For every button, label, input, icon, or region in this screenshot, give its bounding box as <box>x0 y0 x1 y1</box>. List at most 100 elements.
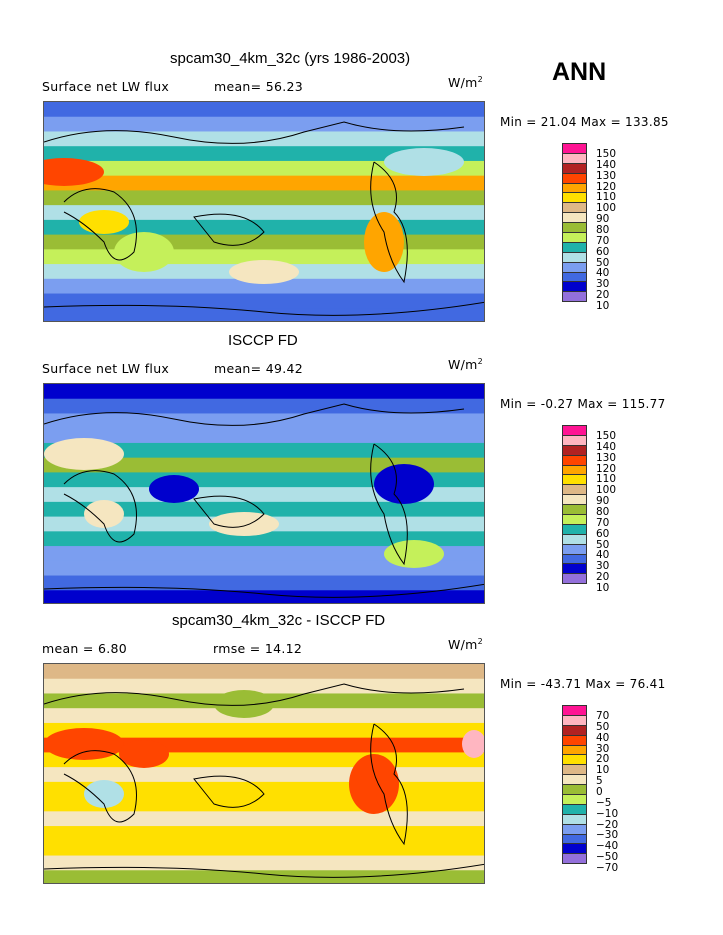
legend-tick-label: 30 <box>596 560 610 573</box>
panel-stat-label: mean= 56.23 <box>214 79 303 94</box>
legend-tick-label: 20 <box>596 571 610 584</box>
coastline <box>44 121 465 144</box>
contour-region <box>462 730 484 758</box>
units-exponent: 2 <box>477 357 484 366</box>
color-legend <box>562 705 587 865</box>
contour-band <box>44 146 484 162</box>
panel-title: spcam30_4km_32c - ISCCP FD <box>172 612 386 629</box>
units-text: W/m <box>448 75 478 91</box>
legend-tick-label: 90 <box>596 495 610 508</box>
legend-tick-label: 10 <box>596 299 610 312</box>
contour-region <box>44 438 124 470</box>
legend-tick-label: 140 <box>596 440 617 453</box>
legend-tick-label: 60 <box>596 527 610 540</box>
contour-region <box>84 780 124 808</box>
contour-band <box>44 826 484 842</box>
contour-region <box>384 148 464 176</box>
contour-band <box>44 546 484 562</box>
legend-tick-label: 80 <box>596 505 610 518</box>
contour-region <box>229 260 299 284</box>
contour-region <box>209 512 279 536</box>
coastline <box>193 775 265 808</box>
contour-region <box>44 728 124 760</box>
contour-region <box>79 210 129 234</box>
contour-region <box>119 740 169 768</box>
panel-title: spcam30_4km_32c (yrs 1986-2003) <box>170 50 411 67</box>
contour-band <box>44 234 484 251</box>
legend-tick-label: 110 <box>596 191 617 204</box>
coastline <box>44 301 484 316</box>
contour-map <box>43 101 485 322</box>
contour-band <box>44 767 484 783</box>
panel-left-label: mean = 6.80 <box>42 641 128 656</box>
contour-band <box>44 855 484 872</box>
contour-region <box>114 232 174 272</box>
contour-band <box>44 664 484 680</box>
contour-band <box>44 102 484 118</box>
legend-tick-label: 60 <box>596 245 610 258</box>
contour-region <box>349 754 399 814</box>
coastline <box>193 495 265 528</box>
legend-tick-label: 130 <box>596 169 617 182</box>
contour-band <box>44 590 484 603</box>
legend-tick-label: 40 <box>596 549 610 562</box>
legend-tick-label: −50 <box>596 851 619 864</box>
contour-band <box>44 560 484 577</box>
color-legend <box>562 143 587 303</box>
legend-tick-label: −30 <box>596 829 619 842</box>
legend-tick-label: 50 <box>596 256 610 269</box>
legend-tick-label: 5 <box>596 775 603 788</box>
legend-tick-label: −5 <box>596 796 612 809</box>
units-exponent: 2 <box>477 75 484 84</box>
coastline <box>44 863 484 878</box>
contour-band <box>44 678 484 695</box>
legend-swatch <box>562 853 587 865</box>
panel-stat-label: rmse = 14.12 <box>213 641 303 656</box>
legend-tick-label: −40 <box>596 840 619 853</box>
legend-swatch <box>562 291 587 303</box>
coastline <box>44 403 465 426</box>
legend-tick-label: 120 <box>596 462 617 475</box>
legend-tick-label: 70 <box>596 234 610 247</box>
contour-band <box>44 811 484 828</box>
legend-tick-label: 10 <box>596 581 610 594</box>
contour-region <box>384 540 444 568</box>
contour-region <box>44 158 104 186</box>
contour-map <box>43 663 485 884</box>
legend-tick-label: 150 <box>596 148 617 160</box>
legend-swatch <box>562 573 587 585</box>
contour-band <box>44 131 484 148</box>
panel-title: ISCCP FD <box>228 332 298 349</box>
units-text: W/m <box>448 357 478 373</box>
contour-region <box>84 500 124 528</box>
season-label: ANN <box>552 58 607 86</box>
legend-tick-label: 80 <box>596 223 610 236</box>
legend-tick-label: 140 <box>596 158 617 171</box>
min-max-label: Min = -43.71 Max = 76.41 <box>500 677 666 691</box>
contour-map <box>43 383 485 604</box>
min-max-label: Min = -0.27 Max = 115.77 <box>500 397 666 411</box>
coastline <box>370 443 408 566</box>
contour-band <box>44 722 484 739</box>
units-label: W/m2 <box>448 357 483 372</box>
contour-band <box>44 175 484 192</box>
contour-band <box>44 413 484 430</box>
coastline <box>44 683 465 706</box>
contour-region <box>149 475 199 503</box>
coastline <box>44 583 484 598</box>
coastline <box>370 723 408 846</box>
contour-band <box>44 160 484 177</box>
units-exponent: 2 <box>477 637 484 646</box>
panel-stat-label: mean= 49.42 <box>214 361 303 376</box>
legend-tick-label: 0 <box>596 785 603 798</box>
legend-tick-label: 100 <box>596 484 617 497</box>
legend-tick-label: −70 <box>596 861 619 874</box>
contour-band <box>44 293 484 310</box>
legend-tick-label: 40 <box>596 731 610 744</box>
panel-left-label: Surface net LW flux <box>42 361 170 376</box>
contour-band <box>44 398 484 415</box>
contour-band <box>44 190 484 207</box>
contour-region <box>364 212 404 272</box>
legend-tick-label: 130 <box>596 451 617 464</box>
legend-tick-label: 40 <box>596 267 610 280</box>
